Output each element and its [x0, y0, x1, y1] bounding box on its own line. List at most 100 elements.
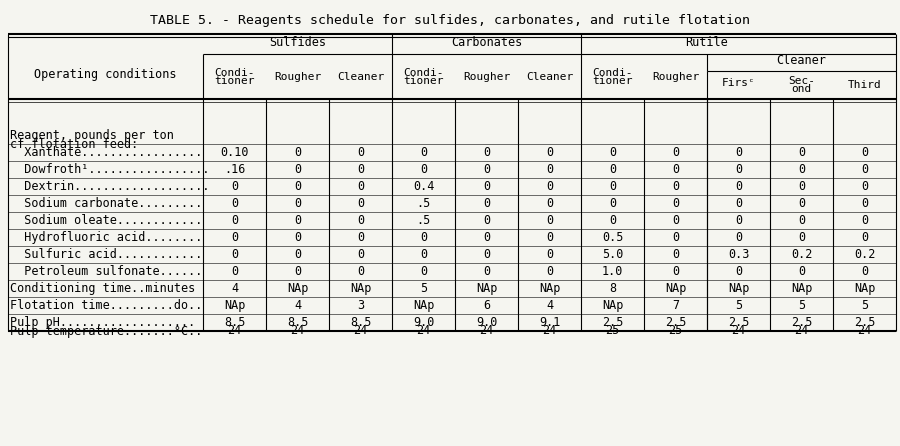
Text: 0: 0: [672, 265, 680, 278]
Text: 0: 0: [546, 146, 554, 159]
Text: Reagent, pounds per ton: Reagent, pounds per ton: [10, 129, 174, 142]
Text: 0: 0: [420, 146, 427, 159]
Text: 0: 0: [294, 231, 302, 244]
Text: 0: 0: [357, 163, 364, 176]
Text: 0: 0: [357, 146, 364, 159]
Text: Cleaner: Cleaner: [337, 71, 384, 82]
Text: 9.1: 9.1: [539, 316, 560, 329]
Text: 0: 0: [672, 197, 680, 210]
Text: 0: 0: [798, 146, 806, 159]
Text: 0: 0: [483, 265, 490, 278]
Text: 0: 0: [609, 146, 617, 159]
Text: 24: 24: [858, 325, 871, 338]
Text: 0: 0: [609, 180, 617, 193]
Text: NAp: NAp: [539, 282, 560, 295]
Text: ond: ond: [791, 84, 812, 94]
Text: 0: 0: [231, 231, 239, 244]
Text: Hydrofluoric acid........: Hydrofluoric acid........: [10, 231, 202, 244]
Text: 0: 0: [294, 197, 302, 210]
Text: 0: 0: [861, 214, 868, 227]
Text: Sodium oleate............: Sodium oleate............: [10, 214, 202, 227]
Text: 24: 24: [732, 325, 745, 338]
Text: NAp: NAp: [665, 282, 686, 295]
Text: 0: 0: [483, 146, 490, 159]
Text: 0: 0: [357, 180, 364, 193]
Text: 7: 7: [672, 299, 680, 312]
Text: tioner: tioner: [592, 75, 633, 86]
Text: 0: 0: [735, 265, 742, 278]
Text: 0.10: 0.10: [220, 146, 248, 159]
Text: 0: 0: [672, 180, 680, 193]
Text: 5: 5: [798, 299, 806, 312]
Text: 0: 0: [546, 248, 554, 261]
Text: 0: 0: [672, 231, 680, 244]
Text: 24: 24: [291, 325, 304, 338]
Text: 0: 0: [420, 163, 427, 176]
Text: 0: 0: [483, 180, 490, 193]
Text: 0: 0: [609, 163, 617, 176]
Text: 0: 0: [546, 180, 554, 193]
Text: 0: 0: [672, 146, 680, 159]
Text: 0: 0: [294, 248, 302, 261]
Text: Sulfides: Sulfides: [269, 36, 326, 49]
Text: 0: 0: [861, 146, 868, 159]
Text: 0: 0: [483, 163, 490, 176]
Text: 4: 4: [546, 299, 554, 312]
Text: Pulp pH...................: Pulp pH...................: [10, 316, 195, 329]
Text: .16: .16: [224, 163, 245, 176]
Text: NAp: NAp: [413, 299, 434, 312]
Text: NAp: NAp: [602, 299, 623, 312]
Text: 0: 0: [357, 214, 364, 227]
Text: 2.5: 2.5: [728, 316, 749, 329]
Text: 0: 0: [483, 231, 490, 244]
Text: 0: 0: [357, 248, 364, 261]
Text: 0: 0: [231, 214, 239, 227]
Text: 0: 0: [420, 265, 427, 278]
Text: 0: 0: [735, 197, 742, 210]
Text: 0: 0: [546, 163, 554, 176]
Text: 2.5: 2.5: [854, 316, 875, 329]
Text: 9.0: 9.0: [476, 316, 497, 329]
Text: Rougher: Rougher: [274, 71, 321, 82]
Text: 0: 0: [798, 197, 806, 210]
Text: 0: 0: [483, 248, 490, 261]
Text: 3: 3: [357, 299, 364, 312]
Text: 0: 0: [609, 197, 617, 210]
Text: 0: 0: [735, 214, 742, 227]
Text: 24: 24: [354, 325, 367, 338]
Text: 0.4: 0.4: [413, 180, 434, 193]
Text: 0: 0: [672, 163, 680, 176]
Text: Third: Third: [848, 80, 881, 90]
Text: 0.3: 0.3: [728, 248, 749, 261]
Text: TABLE 5. - Reagents schedule for sulfides, carbonates, and rutile flotation: TABLE 5. - Reagents schedule for sulfide…: [150, 14, 750, 27]
Text: 0: 0: [483, 214, 490, 227]
Text: Conditioning time..minutes: Conditioning time..minutes: [10, 282, 195, 295]
Text: NAp: NAp: [287, 282, 308, 295]
Text: NAp: NAp: [854, 282, 875, 295]
Text: 8.5: 8.5: [350, 316, 371, 329]
Text: Petroleum sulfonate......: Petroleum sulfonate......: [10, 265, 202, 278]
Text: NAp: NAp: [350, 282, 371, 295]
Text: 2.5: 2.5: [602, 316, 623, 329]
Text: 0: 0: [231, 248, 239, 261]
Text: 0: 0: [735, 146, 742, 159]
Text: NAp: NAp: [224, 299, 245, 312]
Text: Cleaner: Cleaner: [777, 54, 826, 67]
Text: Sodium carbonate.........: Sodium carbonate.........: [10, 197, 202, 210]
Text: 0: 0: [546, 231, 554, 244]
Text: 0: 0: [357, 197, 364, 210]
Text: Operating conditions: Operating conditions: [34, 68, 176, 81]
Text: 5: 5: [861, 299, 868, 312]
Text: 24: 24: [480, 325, 493, 338]
Text: Rougher: Rougher: [652, 71, 699, 82]
Text: .5: .5: [417, 197, 430, 210]
Text: 0: 0: [483, 197, 490, 210]
Text: 0: 0: [672, 248, 680, 261]
Text: Dowfroth¹.................: Dowfroth¹.................: [10, 163, 210, 176]
Text: 0.5: 0.5: [602, 231, 623, 244]
Text: 1.0: 1.0: [602, 265, 623, 278]
Text: Rutile: Rutile: [686, 36, 728, 49]
Text: 0: 0: [735, 163, 742, 176]
Text: 0: 0: [420, 231, 427, 244]
Text: 0: 0: [357, 231, 364, 244]
